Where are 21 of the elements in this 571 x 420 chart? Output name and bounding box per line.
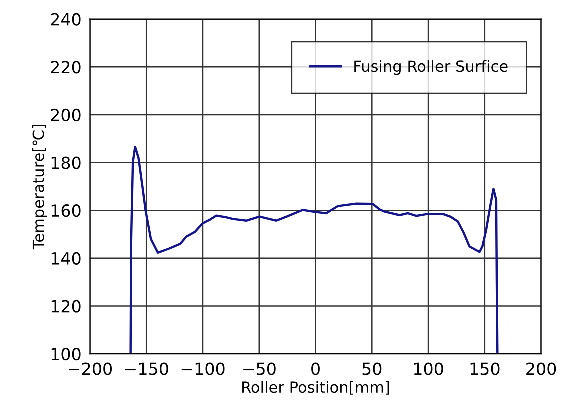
y-tick-label: 180: [52, 156, 81, 170]
x-tick-label: −200: [69, 362, 112, 376]
x-tick-label: 0: [312, 362, 320, 376]
y-tick-label: 240: [51, 13, 81, 26]
y-tick-label: 160: [52, 204, 81, 218]
line-series: [130, 146, 499, 354]
y-tick-label: 220: [51, 61, 81, 74]
y-tick-label: 120: [52, 300, 81, 313]
x-tick-label: 50: [362, 362, 382, 376]
x-tick-label: −100: [182, 362, 225, 376]
y-tick-label: 100: [52, 348, 81, 361]
x-tick-label: −50: [244, 362, 276, 376]
x-tick-label: −150: [125, 362, 168, 376]
x-tick-label: 200: [526, 362, 556, 376]
x-tick-label: 100: [414, 362, 444, 376]
x-tick-label: 150: [470, 362, 500, 376]
y-tick-label: 200: [51, 108, 81, 122]
y-tick-label: 140: [52, 252, 81, 265]
y-axis-title: Temperature[℃]: [32, 125, 48, 250]
legend-label: Fusing Roller Surfice: [354, 60, 508, 76]
x-axis-title: Roller Position[mm]: [242, 381, 390, 395]
